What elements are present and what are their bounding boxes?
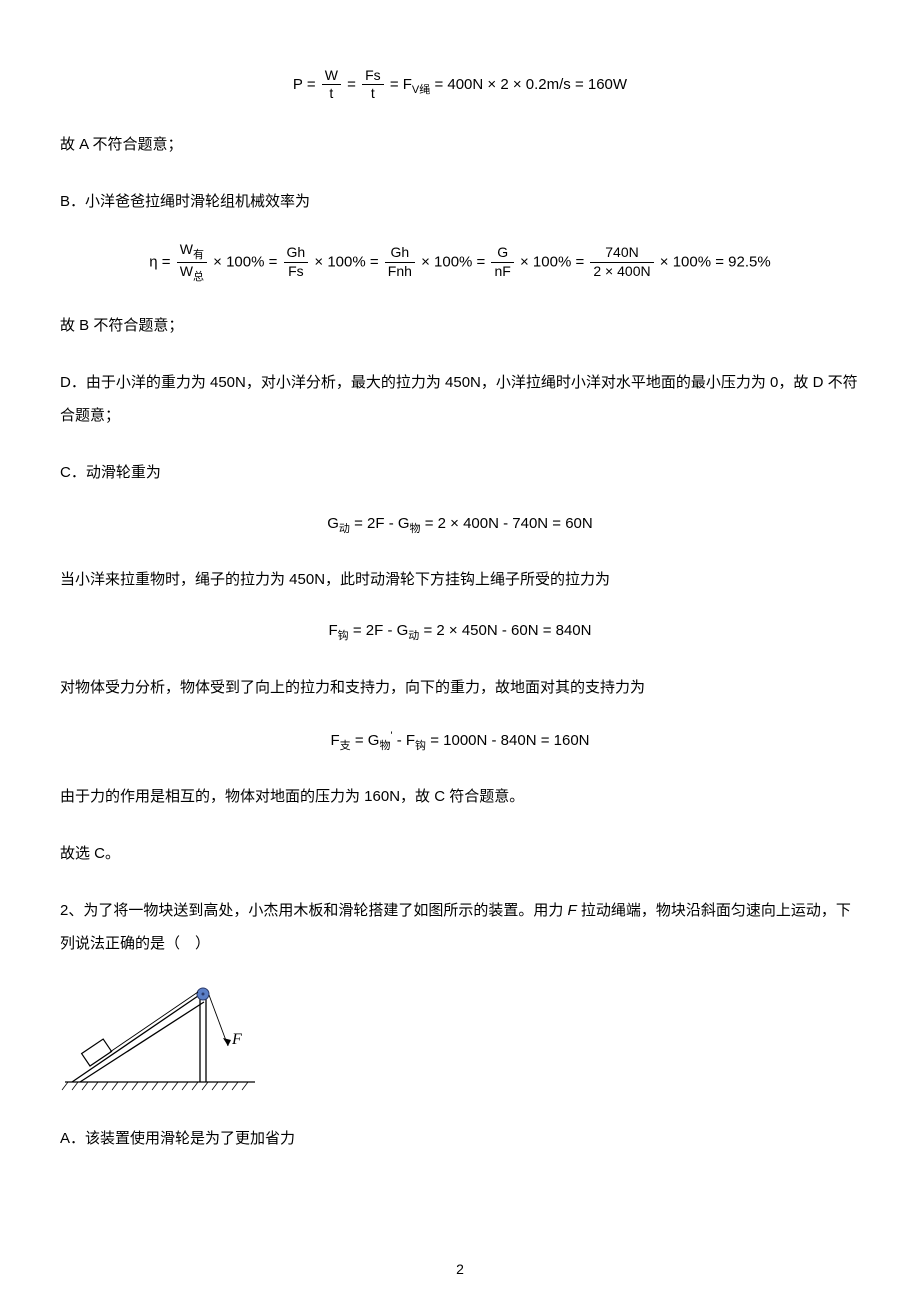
- f2-frac4: G nF: [491, 245, 513, 279]
- question-2-intro: 2、为了将一物块送到高处，小杰用木板和滑轮搭建了如图所示的装置。用力 F 拉动绳…: [60, 894, 860, 960]
- formula-g-pulley: G动 = 2F - G物 = 2 × 400N - 740N = 60N: [60, 513, 860, 538]
- incline-pulley-diagram: F: [60, 984, 860, 1102]
- f1-frac2: Fs t: [362, 68, 384, 102]
- para-c-end: 由于力的作用是相互的，物体对地面的压力为 160N，故 C 符合题意。: [60, 780, 860, 813]
- para-b-conclusion: 故 B 不符合题意；: [60, 309, 860, 342]
- para-c-mid2: 对物体受力分析，物体受到了向上的拉力和支持力，向下的重力，故地面对其的支持力为: [60, 671, 860, 704]
- f2-frac1: W有 W总: [177, 242, 207, 283]
- para-a-conclusion: 故 A 不符合题意；: [60, 128, 860, 161]
- para-choose: 故选 C。: [60, 837, 860, 870]
- f2-frac5: 740N 2 × 400N: [590, 245, 653, 279]
- f1-frac1: W t: [322, 68, 341, 102]
- f2-frac2: Gh Fs: [284, 245, 309, 279]
- para-c-mid1: 当小洋来拉重物时，绳子的拉力为 450N，此时动滑轮下方挂钩上绳子所受的拉力为: [60, 563, 860, 596]
- f2-frac3: Gh Fnh: [385, 245, 415, 279]
- f1-lhs: P =: [293, 76, 316, 93]
- diagram-svg: F: [60, 984, 260, 1094]
- formula-efficiency: η = W有 W总 × 100% = Gh Fs × 100% = Gh Fnh…: [60, 242, 860, 283]
- formula-power: P = W t = Fs t = FV绳 = 400N × 2 × 0.2m/s…: [60, 68, 860, 102]
- para-c-intro: C．动滑轮重为: [60, 456, 860, 489]
- option-a: A．该装置使用滑轮是为了更加省力: [60, 1122, 860, 1155]
- page-number: 2: [0, 1259, 920, 1280]
- formula-f-support: F支 = G物' - F钩 = 1000N - 840N = 160N: [60, 728, 860, 755]
- para-b-intro: B．小洋爸爸拉绳时滑轮组机械效率为: [60, 185, 860, 218]
- para-d: D．由于小洋的重力为 450N，对小洋分析，最大的拉力为 450N，小洋拉绳时小…: [60, 366, 860, 432]
- diagram-force-label: F: [231, 1031, 242, 1048]
- formula-f-hook: F钩 = 2F - G动 = 2 × 450N - 60N = 840N: [60, 620, 860, 645]
